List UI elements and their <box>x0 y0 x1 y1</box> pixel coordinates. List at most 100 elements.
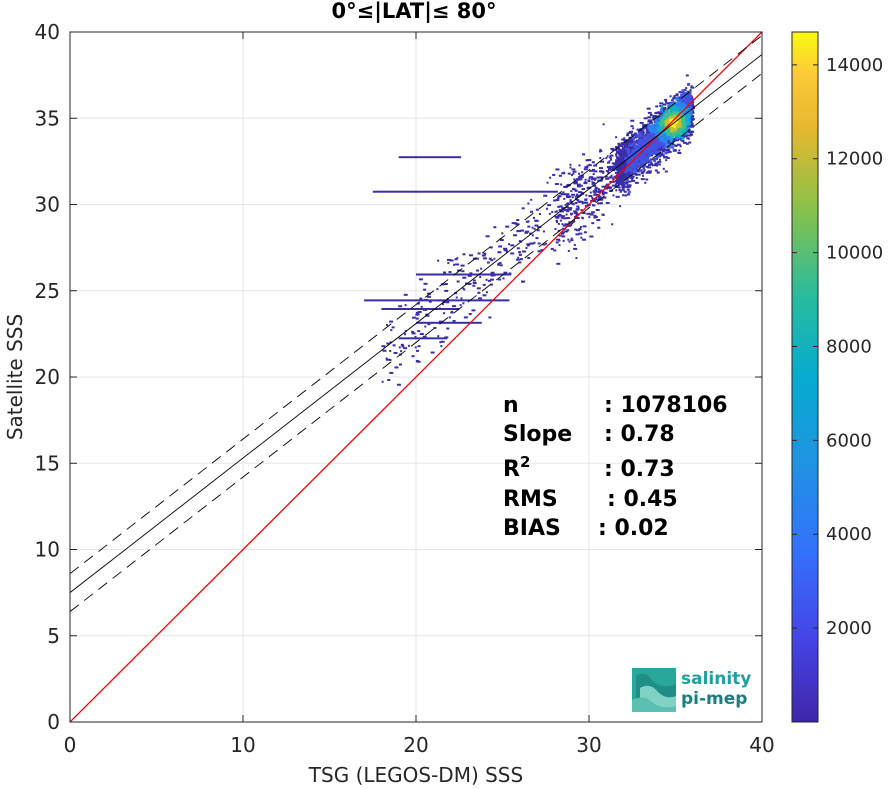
density-cell <box>617 143 622 146</box>
density-cell <box>573 178 576 181</box>
density-cell <box>618 154 623 157</box>
density-cell <box>433 326 437 329</box>
density-peak-cell <box>669 136 673 140</box>
density-cell <box>558 234 562 237</box>
stat-n-label: n <box>503 393 519 418</box>
y-tick-label: 5 <box>47 624 60 648</box>
density-cell <box>584 198 588 201</box>
density-cell <box>610 180 615 183</box>
density-peak-cell <box>679 135 683 139</box>
density-cell <box>594 178 597 181</box>
density-cell <box>621 176 625 179</box>
density-cell <box>602 171 605 174</box>
density-cell <box>600 202 604 205</box>
density-peak-cell <box>675 111 679 115</box>
density-cell <box>533 241 536 244</box>
density-peak-cell <box>659 132 663 136</box>
density-core-cell <box>632 161 636 165</box>
density-cell <box>619 190 622 193</box>
density-cell <box>620 151 625 154</box>
logo-mark-icon <box>632 668 676 712</box>
density-cell <box>567 238 570 241</box>
density-cell <box>635 176 638 179</box>
density-cell <box>592 190 596 193</box>
density-cell <box>525 246 528 249</box>
density-cell <box>647 166 652 169</box>
density-cell <box>622 174 625 177</box>
density-cell <box>571 168 576 171</box>
density-cell <box>596 176 601 179</box>
density-cell <box>530 198 533 201</box>
density-cell <box>582 201 587 204</box>
density-core-cell <box>678 99 682 103</box>
density-cell <box>610 147 615 150</box>
density-cell <box>476 269 480 272</box>
density-core-cell <box>672 105 676 109</box>
density-peak-cell <box>667 132 671 136</box>
density-cell <box>619 172 624 175</box>
density-cell <box>393 351 398 354</box>
density-cell <box>686 137 690 140</box>
density-peak-cell <box>664 119 668 123</box>
density-core-cell <box>655 146 659 150</box>
density-core-cell <box>648 124 652 128</box>
stat-bias-label: BIAS <box>503 516 561 541</box>
density-cell <box>518 261 522 264</box>
density-cell <box>503 249 508 252</box>
density-cell <box>655 149 658 152</box>
density-peak-cell <box>662 116 666 120</box>
density-cell <box>622 166 626 169</box>
density-core-cell <box>649 142 653 146</box>
density-cell <box>520 229 525 232</box>
density-core-cell <box>636 151 640 155</box>
density-cell <box>570 224 573 227</box>
density-cell <box>575 257 578 260</box>
density-cell <box>505 225 510 228</box>
density-cell <box>655 105 659 108</box>
density-cell <box>452 320 456 323</box>
density-peak-cell <box>671 124 675 128</box>
logo-text-pimep: pi-mep <box>681 689 747 709</box>
density-core-cell <box>680 104 684 108</box>
density-cell <box>589 191 592 194</box>
density-core-cell <box>660 127 664 131</box>
density-cell <box>677 138 680 141</box>
density-cell <box>588 180 591 183</box>
density-cell <box>526 244 530 247</box>
density-cell <box>653 121 656 124</box>
density-cell <box>563 197 566 200</box>
density-cell <box>685 142 689 145</box>
colorbar-ticks: 2000 4000 6000 8000 10000 12000 14000 <box>792 55 883 639</box>
density-cell <box>690 105 695 108</box>
density-cell <box>526 231 529 234</box>
density-cell <box>533 227 536 230</box>
density-peak-cell <box>679 131 683 135</box>
density-cell <box>592 211 595 214</box>
density-cell <box>689 117 694 120</box>
density-peak-cell <box>671 131 675 135</box>
density-cell <box>614 171 619 174</box>
density-core-cell <box>684 109 688 113</box>
density-core-cell <box>689 99 693 103</box>
density-cell <box>593 214 597 217</box>
density-cell <box>640 172 644 175</box>
density-core-cell <box>682 91 686 95</box>
density-cell <box>481 254 486 257</box>
y-tick-label: 0 <box>47 710 60 734</box>
density-cell <box>613 162 618 165</box>
density-cell <box>454 258 458 261</box>
density-cell <box>535 208 539 211</box>
density-cell <box>560 231 565 234</box>
density-cell <box>611 148 615 151</box>
density-core-cell <box>637 162 641 166</box>
colorbar <box>791 31 819 723</box>
density-cell <box>381 345 386 348</box>
density-cell <box>631 179 636 182</box>
stats-box: n : 1078106 Slope : 0.78 R2 : 0.73 RMS :… <box>503 393 728 541</box>
density-cell <box>620 178 624 181</box>
density-cell <box>503 271 508 274</box>
density-core-cell <box>639 155 643 159</box>
density-cell <box>576 183 581 186</box>
density-cell <box>526 243 531 246</box>
density-cell <box>565 184 570 187</box>
